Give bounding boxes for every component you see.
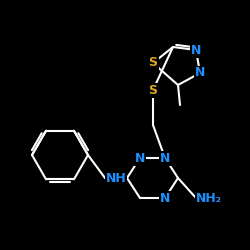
Text: N: N [135,152,145,164]
Text: S: S [148,56,158,70]
Text: N: N [160,192,170,204]
Text: S: S [148,84,158,96]
Text: NH: NH [106,172,126,184]
Text: N: N [160,152,170,164]
Text: N: N [195,66,205,80]
Text: NH₂: NH₂ [196,192,222,204]
Text: N: N [191,44,201,57]
